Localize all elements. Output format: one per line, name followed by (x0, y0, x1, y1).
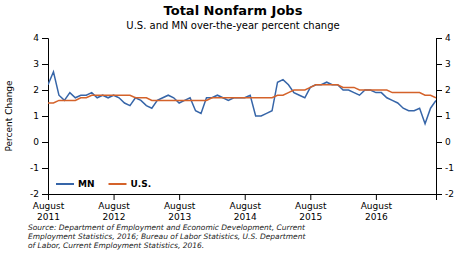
y-tick-label: 1 (33, 111, 39, 121)
y-tick-mark (436, 38, 442, 39)
x-tick-label-line: 2013 (168, 212, 191, 222)
y-tick-mark (42, 90, 48, 91)
x-tick-label-line: 2016 (365, 212, 388, 222)
y-axis-title: Percent Change (4, 80, 14, 152)
x-tick-label-line: August (229, 201, 261, 211)
legend-swatch (109, 183, 127, 185)
y-tick-label: 1 (445, 111, 451, 121)
y-tick-label: 3 (33, 59, 39, 69)
y-tick-label: -1 (30, 163, 39, 173)
x-tick-label: August2014 (229, 201, 261, 221)
y-tick-label: 4 (33, 33, 39, 43)
y-tick-label: 0 (33, 137, 39, 147)
y-tick-label: 3 (445, 59, 451, 69)
y-tick-mark (42, 64, 48, 65)
plot: -2-101234-2-101234August2011August2012Au… (30, 33, 454, 221)
x-tick-label-line: August (295, 201, 327, 211)
x-tick: August2014 (229, 194, 261, 222)
x-tick-mark (48, 194, 49, 200)
y-axis-line (42, 39, 49, 195)
x-tick-mark (245, 194, 246, 200)
x-tick-label: August2015 (295, 201, 327, 221)
y-tick: 2 (33, 85, 48, 95)
x-tick-label-line: 2014 (234, 212, 257, 222)
y-tick: -2 (30, 189, 48, 199)
legend-item: MN (56, 179, 95, 189)
x-tick: August2011 (33, 194, 65, 222)
x-tick-mark (179, 194, 180, 200)
y-tick-mark (42, 116, 48, 117)
x-tick-label: August2012 (98, 201, 130, 221)
y-tick: -2 (436, 189, 454, 199)
y-tick-mark (42, 194, 48, 195)
y-axis-right: -2 -1 0 1 2 3 4 (436, 33, 454, 199)
y-tick-label: 2 (445, 85, 451, 95)
y-tick: -1 (436, 163, 454, 173)
x-tick-label-line: August (164, 201, 196, 211)
y-tick: 2 (436, 85, 451, 95)
series-line (48, 85, 436, 103)
x-tick-mark (114, 194, 115, 200)
x-tick-label-line: 2012 (103, 212, 126, 222)
x-tick-label: August2013 (164, 201, 196, 221)
series-group (48, 72, 436, 124)
legend-swatch (56, 183, 74, 185)
chart: Total Nonfarm Jobs U.S. and MN over-the-y… (0, 0, 466, 274)
y-tick-label: -2 (30, 189, 39, 199)
y-axis-left: -2 -1 0 1 2 3 4 (30, 33, 48, 199)
y-tick-mark (436, 142, 442, 143)
y-tick: 1 (436, 111, 451, 121)
legend-label: MN (78, 179, 95, 189)
x-tick-label-line: 2015 (299, 212, 322, 222)
legend-item: U.S. (109, 179, 152, 189)
y-tick-mark (42, 142, 48, 143)
y-tick: 3 (436, 59, 451, 69)
x-tick-mark (376, 194, 377, 200)
y-tick: 3 (33, 59, 48, 69)
y-tick-mark (436, 64, 442, 65)
x-tick-label-line: August (361, 201, 393, 211)
title: Total Nonfarm Jobs (164, 3, 303, 18)
x-axis-line (49, 195, 437, 201)
y-tick-label: 2 (33, 85, 39, 95)
y-axis-line (437, 39, 443, 195)
y-tick-mark (436, 116, 442, 117)
y-tick-mark (42, 38, 48, 39)
legend-label: U.S. (131, 179, 152, 189)
y-tick: 0 (33, 137, 48, 147)
source-line: of Labor, Current Employment Statistics,… (28, 241, 204, 250)
subtitle: U.S. and MN over-the-year percent change (126, 20, 339, 31)
series-line (48, 72, 436, 124)
x-tick-label: August2011 (33, 201, 65, 221)
x-axis: August2011August2012August2013August2014… (33, 194, 437, 222)
source: Source: Department of Employment and Eco… (28, 223, 306, 250)
source-line: Source: Department of Employment and Eco… (28, 223, 306, 232)
x-tick-label-line: 2011 (37, 212, 60, 222)
y-tick: 4 (436, 33, 451, 43)
x-tick-label-line: August (98, 201, 130, 211)
y-tick-label: -1 (445, 163, 454, 173)
y-tick-mark (42, 168, 48, 169)
y-tick: 0 (436, 137, 451, 147)
source-line: Employment Statistics, 2016; Bureau of L… (28, 232, 306, 241)
legend: MN U.S. (56, 179, 151, 189)
x-tick: August2016 (361, 194, 393, 222)
y-tick: 1 (33, 111, 48, 121)
y-tick-label: 0 (445, 137, 451, 147)
x-tick-label-line: August (33, 201, 65, 211)
y-tick: -1 (30, 163, 48, 173)
y-tick-mark (436, 168, 442, 169)
y-tick-label: 4 (445, 33, 451, 43)
x-tick-mark (310, 194, 311, 200)
y-tick: 4 (33, 33, 48, 43)
x-tick: August2015 (295, 194, 327, 222)
x-tick-label: August2016 (361, 201, 393, 221)
y-tick-label: -2 (445, 189, 454, 199)
x-tick: August2012 (98, 194, 130, 222)
y-tick-mark (436, 90, 442, 91)
x-tick: August2013 (164, 194, 196, 222)
